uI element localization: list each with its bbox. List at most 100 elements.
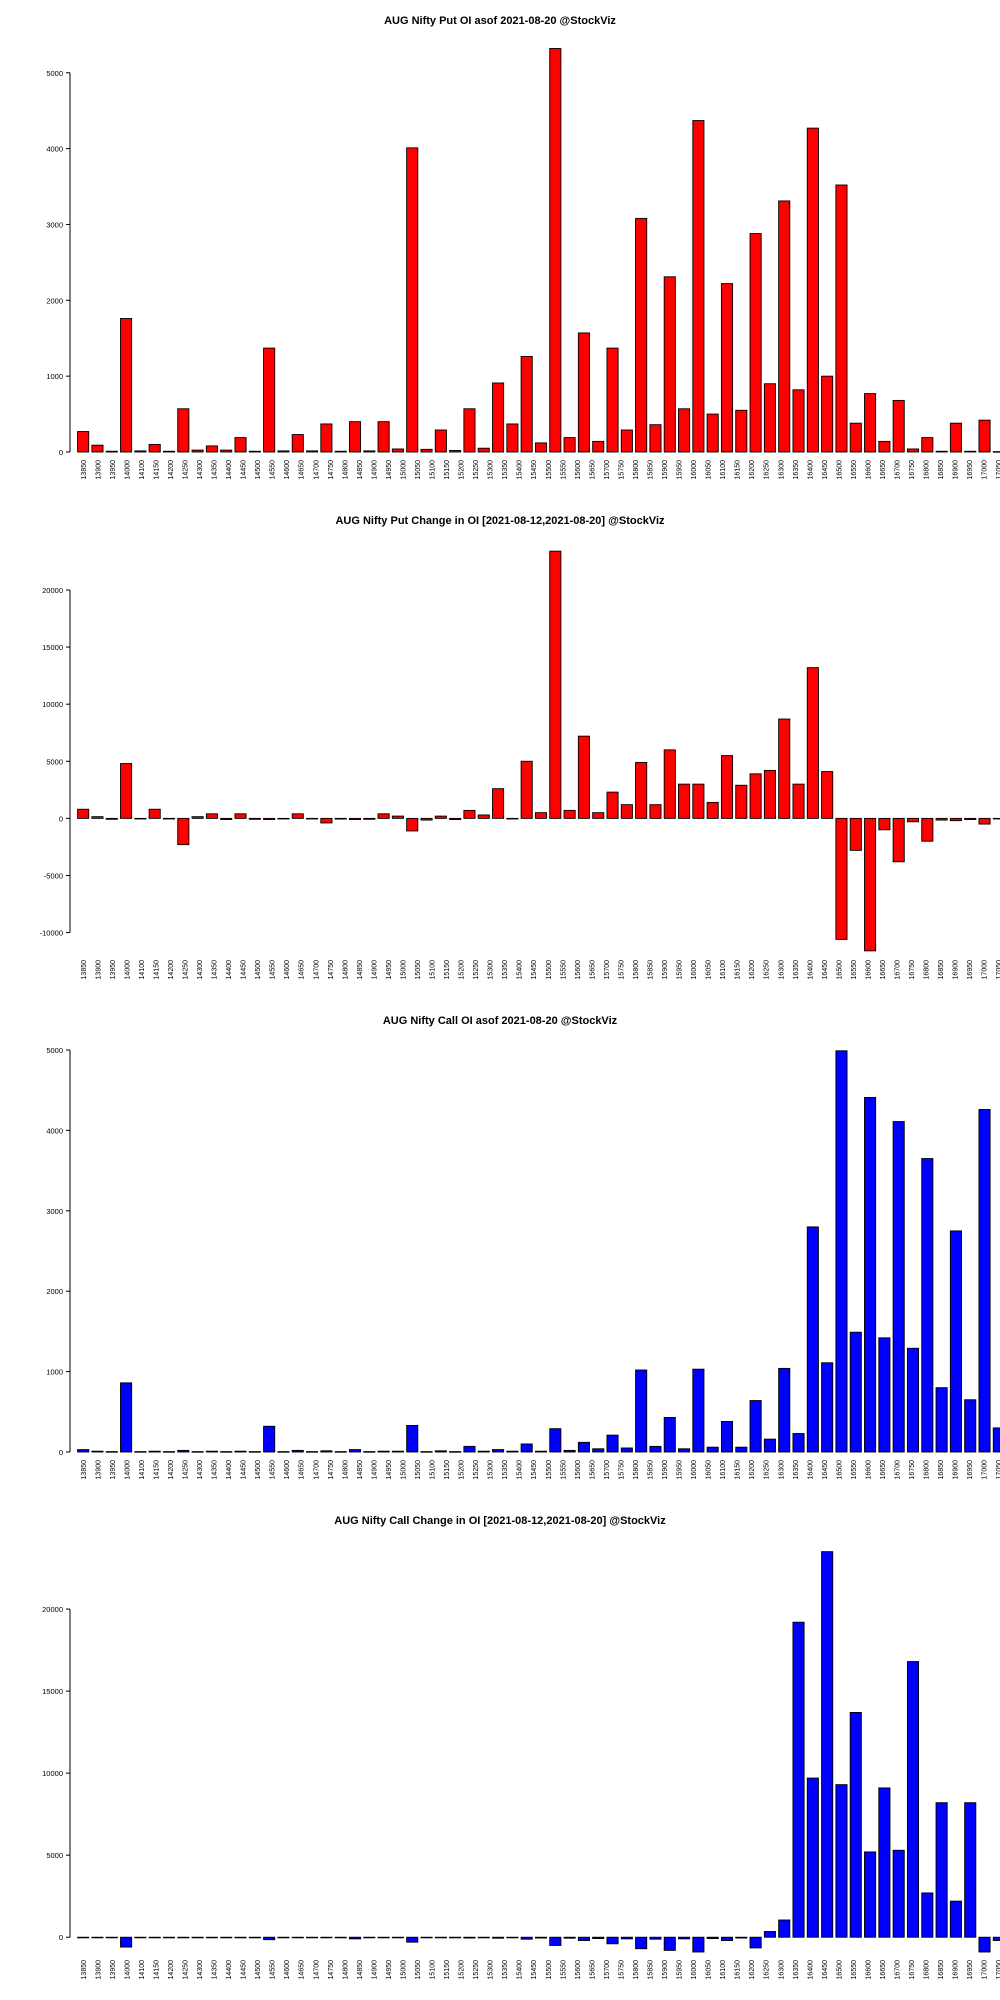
x-tick-label: 15950 <box>677 1460 684 1480</box>
x-tick-label: 15700 <box>604 460 611 480</box>
bar <box>992 817 1000 820</box>
x-tick-label: 14650 <box>299 960 306 980</box>
x-tick-label: 14500 <box>255 960 262 980</box>
bar <box>220 449 233 453</box>
x-tick-label: 16650 <box>880 960 887 980</box>
bar <box>892 399 905 453</box>
bar <box>678 1448 691 1453</box>
x-tick-label: 14650 <box>299 460 306 480</box>
bar <box>162 817 176 820</box>
bar <box>792 389 805 453</box>
bar <box>348 817 362 820</box>
bar <box>792 783 805 819</box>
bar <box>792 1621 805 1938</box>
bar <box>635 1936 648 1950</box>
x-tick-label: 14750 <box>328 460 335 480</box>
bar <box>649 804 662 819</box>
bar <box>864 1851 877 1938</box>
x-tick-label: 13900 <box>95 1460 102 1480</box>
x-tick-label: 16900 <box>953 1960 960 1980</box>
bar <box>105 1451 118 1453</box>
bar <box>720 283 734 453</box>
bar <box>91 444 104 453</box>
x-tick-label: 14350 <box>212 1460 219 1480</box>
y-tick-label: 0 <box>59 814 63 823</box>
bar <box>520 1443 533 1453</box>
bar <box>506 1450 519 1453</box>
y-tick-label: 5000 <box>46 757 63 766</box>
x-tick-label: 15600 <box>575 960 582 980</box>
bar <box>234 1450 247 1453</box>
y-tick-label: -5000 <box>44 871 63 880</box>
x-tick-label: 15500 <box>546 460 553 480</box>
chart-1: AUG Nifty Put OI asof 2021-08-20 @StockV… <box>46 15 1000 480</box>
x-tick-label: 16400 <box>807 960 814 980</box>
y-tick-label: 15000 <box>42 643 63 652</box>
x-tick-label: 14150 <box>153 960 160 980</box>
x-tick-label: 16950 <box>967 1460 974 1480</box>
x-tick-label: 16850 <box>938 960 945 980</box>
x-tick-label: 16150 <box>735 1960 742 1980</box>
bar <box>205 1936 218 1939</box>
bar <box>849 1711 862 1938</box>
x-tick-label: 15750 <box>618 1460 625 1480</box>
x-tick-label: 15200 <box>459 960 466 980</box>
bar <box>449 450 462 453</box>
x-tick-label: 16650 <box>880 1960 887 1980</box>
x-tick-label: 14500 <box>255 460 262 480</box>
x-tick-label: 16600 <box>865 460 872 480</box>
x-tick-label: 14950 <box>386 460 393 480</box>
bar <box>692 120 705 453</box>
bar <box>534 442 548 453</box>
bar <box>606 791 619 819</box>
x-tick-label: 14400 <box>226 1460 233 1480</box>
x-tick-label: 13950 <box>110 1960 117 1980</box>
bar <box>391 448 404 453</box>
x-tick-label: 14800 <box>342 960 349 980</box>
bar <box>763 1438 776 1453</box>
x-tick-label: 14000 <box>124 460 131 480</box>
x-tick-label: 13850 <box>81 1960 88 1980</box>
bar <box>678 408 691 453</box>
x-tick-label: 14600 <box>284 1460 291 1480</box>
x-tick-label: 16750 <box>909 1960 916 1980</box>
bar <box>234 437 247 453</box>
bar <box>334 1451 347 1453</box>
x-tick-label: 15850 <box>647 460 654 480</box>
x-tick-label: 15700 <box>604 1960 611 1980</box>
bar <box>191 816 204 819</box>
x-tick-label: 15800 <box>633 1960 640 1980</box>
x-tick-label: 16200 <box>749 1460 756 1480</box>
chart-title: AUG Nifty Call OI asof 2021-08-20 @Stock… <box>383 1015 618 1027</box>
bar <box>964 1802 977 1938</box>
bar <box>391 1936 404 1939</box>
bar <box>248 1936 261 1939</box>
bar <box>105 1936 118 1939</box>
x-tick-label: 16350 <box>793 1460 800 1480</box>
x-tick-label: 14550 <box>270 960 277 980</box>
x-tick-label: 16800 <box>924 1960 931 1980</box>
y-tick-label: 1000 <box>46 372 63 381</box>
bar <box>763 769 776 819</box>
chart-title: AUG Nifty Put Change in OI [2021-08-12,2… <box>335 515 665 527</box>
x-tick-label: 14400 <box>226 960 233 980</box>
bar <box>806 127 819 453</box>
x-tick-label: 15400 <box>517 460 524 480</box>
x-tick-label: 15200 <box>459 1460 466 1480</box>
x-tick-label: 15950 <box>677 460 684 480</box>
bar <box>477 814 490 819</box>
x-tick-label: 13950 <box>110 960 117 980</box>
x-tick-label: 15800 <box>633 1460 640 1480</box>
x-tick-label: 16800 <box>924 460 931 480</box>
bar <box>749 1400 762 1453</box>
x-tick-label: 15050 <box>415 460 422 480</box>
bar <box>935 817 948 821</box>
x-tick-label: 14000 <box>124 960 131 980</box>
x-tick-label: 14950 <box>386 1960 393 1980</box>
bar <box>649 424 662 453</box>
bar <box>849 422 862 453</box>
x-tick-label: 15250 <box>473 960 480 980</box>
x-tick-label: 17050 <box>996 1960 1000 1980</box>
bar <box>978 419 991 453</box>
